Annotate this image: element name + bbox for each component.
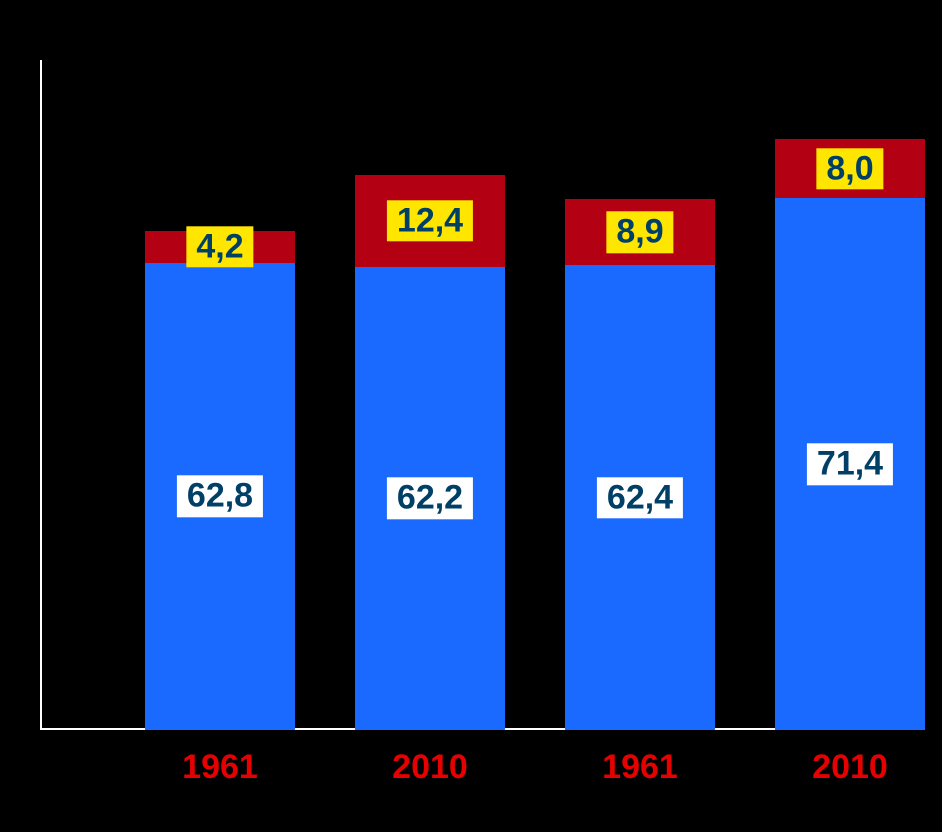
x-axis-label: 1961 xyxy=(602,748,678,787)
bar-segment: 4,2 xyxy=(145,231,295,262)
x-axis-label: 1961 xyxy=(182,748,258,787)
stacked-bar-chart: 62,8 4,2 1961 62,2 12,4 2010 62,4 8,9 1961 71,4 8,… xyxy=(0,0,942,832)
plot-area: 62,84,2196162,212,4201062,48,9196171,48,… xyxy=(60,60,882,730)
bar-segment: 62,2 xyxy=(355,267,505,730)
bar-segment: 8,9 xyxy=(565,199,715,265)
bar-value-label: 71,4 xyxy=(807,444,893,485)
bar-segment: 8,0 xyxy=(775,139,925,199)
bar-value-label: 62,4 xyxy=(597,477,683,518)
bar-value-label: 4,2 xyxy=(186,226,253,267)
bar-segment: 62,8 xyxy=(145,263,295,731)
bar-value-label: 8,9 xyxy=(606,212,673,253)
bar-group: 71,4 8,0 xyxy=(775,139,925,730)
bar-value-label: 8,0 xyxy=(816,148,883,189)
bar-segment: 71,4 xyxy=(775,198,925,730)
bar-value-label: 12,4 xyxy=(387,200,473,241)
x-axis-label: 2010 xyxy=(812,748,888,787)
bar-group: 62,8 4,2 xyxy=(145,231,295,730)
bar-value-label: 62,8 xyxy=(177,476,263,517)
x-axis-label: 2010 xyxy=(392,748,468,787)
bar-group: 62,4 8,9 xyxy=(565,199,715,730)
y-axis xyxy=(40,60,42,730)
bar-segment: 62,4 xyxy=(565,265,715,730)
bar-value-label: 62,2 xyxy=(387,478,473,519)
bar-group: 62,2 12,4 xyxy=(355,175,505,730)
bar-segment: 12,4 xyxy=(355,175,505,267)
